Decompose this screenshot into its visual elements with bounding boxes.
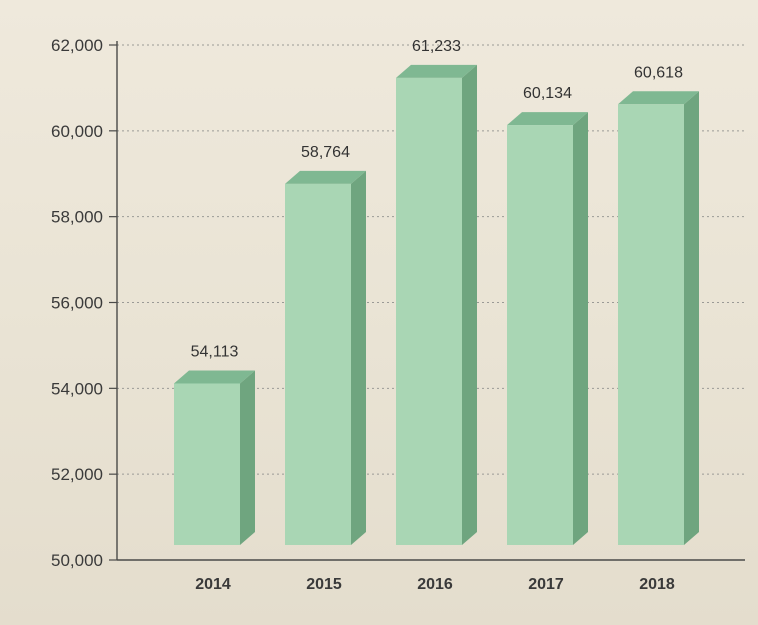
bar-top-2014 [174, 370, 255, 384]
bar-top-2015 [285, 170, 366, 184]
bar-side-2014 [240, 370, 255, 545]
bar-top-2016 [396, 64, 477, 78]
bar-side-2015 [351, 170, 366, 545]
bar-side-2016 [462, 64, 477, 545]
bar-front-2017 [507, 125, 573, 546]
bar-2016 [396, 64, 477, 545]
value-label-2016: 61,233 [412, 38, 461, 55]
y-tick-label-62000: 62,000 [51, 36, 103, 55]
bar-2018 [618, 91, 699, 545]
value-label-2018: 60,618 [634, 64, 683, 81]
y-tick-label-54000: 54,000 [51, 379, 103, 398]
y-tick-label-52000: 52,000 [51, 465, 103, 484]
y-tick-label-60000: 60,000 [51, 122, 103, 141]
bar-top-2017 [507, 112, 588, 126]
bar-front-2015 [285, 183, 351, 545]
bar-2015 [285, 170, 366, 545]
x-tick-label-2015: 2015 [306, 576, 342, 593]
bar-2014 [174, 370, 255, 545]
bar-side-2018 [684, 91, 699, 545]
value-label-2015: 58,764 [301, 144, 350, 161]
value-label-2014: 54,113 [191, 343, 239, 360]
x-tick-label-2018: 2018 [639, 576, 675, 593]
y-tick-label-58000: 58,000 [51, 208, 103, 227]
value-label-2017: 60,134 [523, 85, 572, 102]
x-tick-label-2014: 2014 [195, 576, 231, 593]
axes [109, 41, 745, 561]
labels: 50,000 52,000 54,000 56,000 58,000 60,000 62,0… [51, 36, 683, 593]
x-tick-label-2017: 2017 [528, 576, 564, 593]
bar-top-2018 [618, 91, 699, 105]
bar-side-2017 [573, 112, 588, 546]
bar-front-2014 [174, 383, 240, 545]
y-tick-label-50000: 50,000 [51, 551, 103, 570]
bar-front-2018 [618, 104, 684, 545]
bars [174, 64, 699, 546]
x-tick-label-2016: 2016 [417, 576, 453, 593]
bar-2017 [507, 112, 588, 546]
y-tick-label-56000: 56,000 [51, 294, 103, 313]
bar-front-2016 [396, 77, 462, 545]
